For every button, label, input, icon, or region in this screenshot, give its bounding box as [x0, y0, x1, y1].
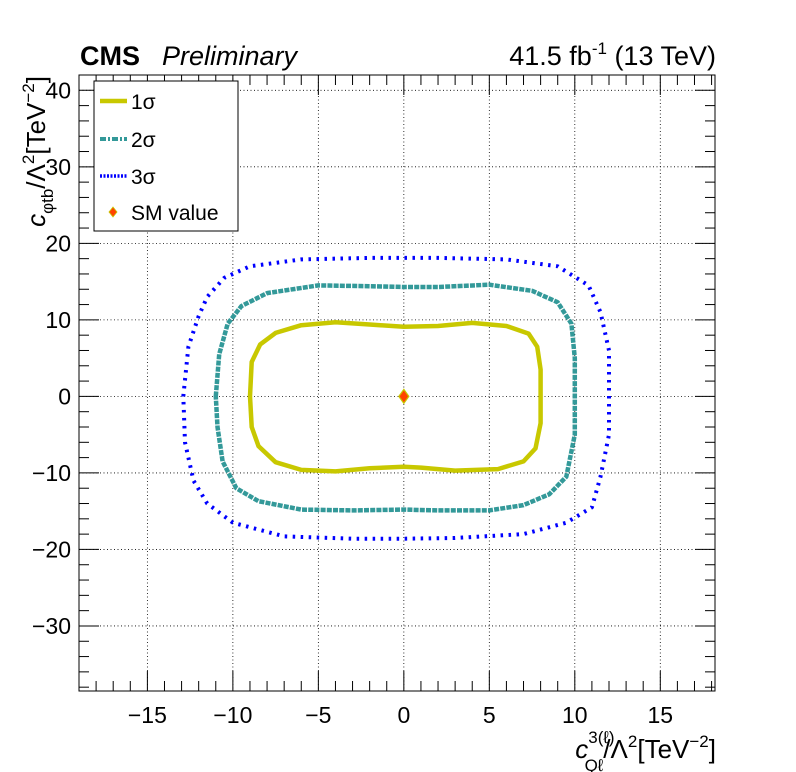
x-tick-label: 15 [647, 702, 673, 728]
y-tick-label: 30 [45, 154, 71, 180]
contour-2sigma [213, 282, 578, 513]
x-tick-label: −5 [305, 702, 331, 728]
y-tick-label: 20 [45, 230, 71, 256]
x-tick-labels: −15 −10 −5 0 5 10 15 [128, 702, 673, 728]
plot-frame [78, 74, 716, 692]
x-axis-title: c3(ℓ) Qℓ/Λ2[TeV−2] [575, 728, 716, 772]
y-tick-label: −30 [32, 613, 71, 639]
x-tick-label: 10 [562, 702, 588, 728]
contour-3sigma [181, 255, 611, 541]
x-tick-label: 5 [483, 702, 496, 728]
y-tick-labels: −30 −20 −10 0 10 20 30 40 [32, 77, 71, 639]
y-tick-label: 40 [45, 77, 71, 103]
lumi-label: 41.5 fb-1 (13 TeV) [509, 39, 716, 71]
y-tick-label: 0 [58, 383, 71, 409]
legend-swatch-sm [108, 206, 118, 218]
legend-label-3sigma: 3σ [131, 166, 156, 189]
x-tick-label: −15 [128, 702, 167, 728]
x-tick-label: 0 [397, 702, 410, 728]
legend: 1σ 2σ 3σ SM value [93, 80, 239, 232]
x-tick-label: −10 [213, 702, 252, 728]
legend-label-2sigma: 2σ [131, 129, 156, 152]
legend-label-sm: SM value [131, 202, 219, 225]
contour-series [181, 255, 611, 541]
status-label: Preliminary [162, 41, 299, 71]
y-tick-label: −20 [32, 536, 71, 562]
y-tick-label: 10 [45, 307, 71, 333]
experiment-label: CMS [80, 41, 140, 71]
contour-1sigma [247, 319, 543, 474]
y-tick-label: −10 [32, 460, 71, 486]
legend-label-1sigma: 1σ [131, 91, 156, 114]
y-axis-title: cφtb/Λ2[TeV−2] [19, 76, 57, 227]
legend-box [93, 80, 239, 232]
sm-value-marker [398, 388, 410, 405]
axis-ticks [78, 74, 715, 691]
